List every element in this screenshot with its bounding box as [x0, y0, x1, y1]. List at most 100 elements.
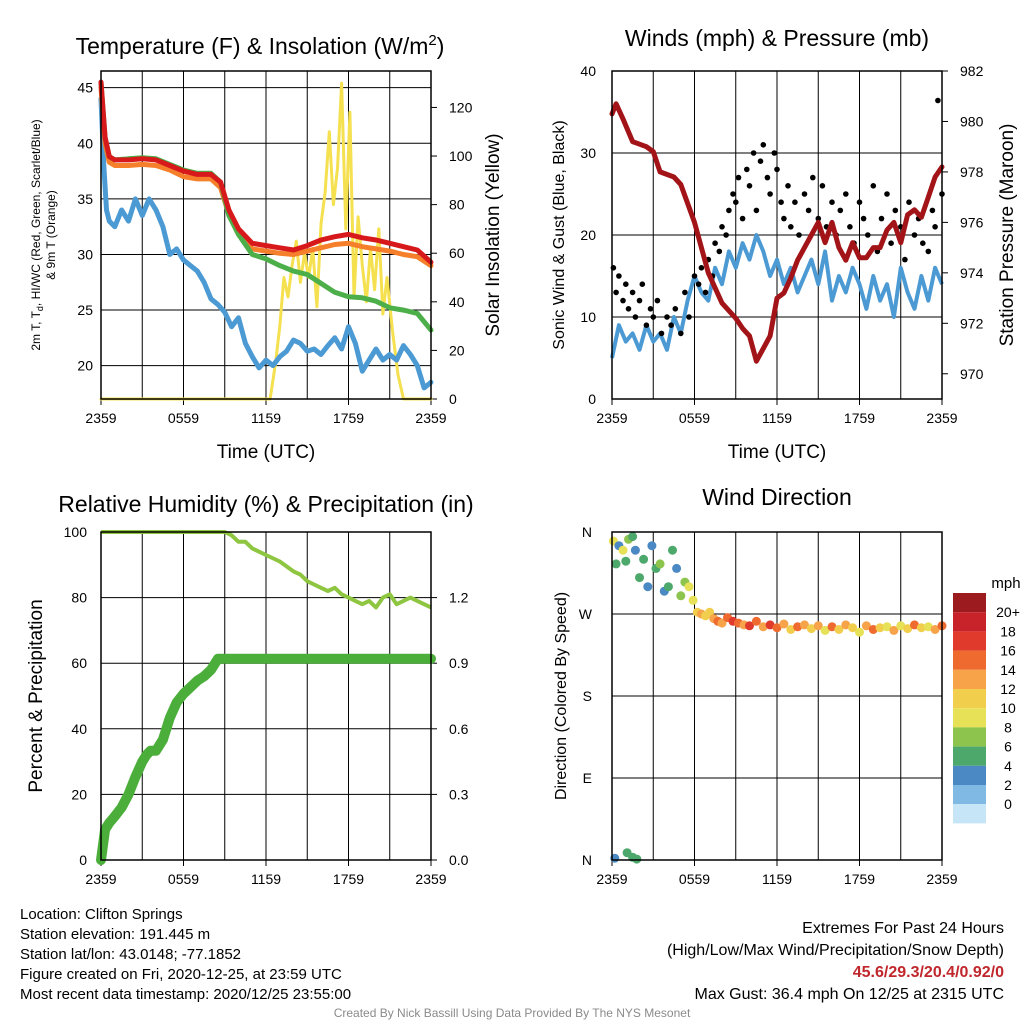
direction-point [655, 559, 665, 569]
legend-label: 16 [1000, 643, 1016, 659]
gust-point [739, 215, 746, 222]
x-tick-label: 1759 [333, 410, 364, 426]
legend-label: 10 [1000, 700, 1016, 716]
legend-label: 20+ [996, 604, 1020, 620]
gust-point [698, 265, 705, 271]
gust-point [632, 314, 639, 320]
series-line-yellow [99, 81, 433, 401]
legend-label: 0 [1004, 796, 1012, 812]
y-tick-label-left: 20 [77, 358, 93, 374]
gust-point [658, 330, 665, 337]
direction-point [758, 622, 768, 632]
legend-swatch [953, 746, 986, 766]
gust-point [764, 174, 771, 181]
direction-point [827, 622, 837, 632]
gust-point [810, 174, 816, 181]
gust-point [847, 224, 853, 230]
y-tick-label-left: N [582, 524, 592, 540]
y-tick-label-right: 970 [960, 366, 984, 382]
gust-point [668, 322, 674, 329]
gust-point [837, 207, 844, 214]
direction-point [813, 621, 823, 631]
gust-point [829, 199, 835, 205]
legend-swatch [953, 669, 986, 689]
chart-title: Temperature (F) & Insolation (W/m2) [76, 32, 445, 59]
gust-point [902, 256, 908, 263]
y-axis-label-subscript: d [35, 306, 45, 311]
direction-point [861, 621, 871, 631]
y-tick-label-right: 0.9 [449, 655, 469, 671]
gust-point [781, 215, 787, 222]
gust-point [815, 215, 822, 222]
direction-point [621, 556, 631, 566]
y-tick-label-right: 978 [960, 164, 984, 180]
direction-point [875, 623, 885, 633]
y-tick-label-left: 40 [580, 63, 596, 79]
direction-point [643, 582, 653, 592]
y-tick-label-left: 40 [71, 721, 87, 737]
gust-point [888, 240, 894, 246]
x-tick-label: 2359 [85, 871, 116, 887]
gust-point [730, 191, 736, 197]
gust-point [767, 191, 773, 197]
gust-point [935, 97, 941, 104]
gust-point [735, 174, 742, 181]
gust-point [746, 183, 753, 189]
direction-point [618, 545, 628, 555]
legend-swatch [953, 593, 986, 613]
gust-point [843, 191, 849, 197]
plot-frame [611, 70, 943, 400]
gust-point [695, 281, 702, 288]
x-tick-label: 2359 [415, 871, 446, 887]
direction-point [717, 618, 727, 628]
y-tick-label-right: 60 [449, 245, 465, 261]
y-tick-label-left: N [582, 852, 592, 868]
y-tick-label-right: 972 [960, 315, 984, 331]
gust-point [796, 232, 802, 238]
gust-point [920, 240, 926, 246]
x-tick-label: 1159 [251, 410, 281, 426]
chart-title-close: ) [437, 33, 445, 59]
gust-point [884, 191, 890, 197]
y-tick-label-right: 976 [960, 214, 984, 230]
x-tick-label: 1159 [762, 871, 792, 887]
gust-point [672, 306, 679, 312]
y-tick-label-right: 980 [960, 113, 984, 129]
direction-point [786, 625, 796, 634]
gust-point [753, 207, 760, 214]
gust-point [778, 199, 784, 205]
gust-point [629, 289, 636, 296]
extremes-legend: (High/Low/Max Wind/Precipitation/Snow De… [666, 942, 1004, 959]
gust-point [613, 289, 619, 296]
direction-point [889, 625, 899, 635]
y-tick-label-right: 80 [449, 197, 465, 213]
gust-point [801, 191, 808, 197]
direction-point [793, 622, 803, 632]
direction-point [772, 623, 782, 633]
x-tick-label: 1159 [762, 410, 792, 426]
y-axis-label-left-line2: & 9m T (Orange) [44, 190, 58, 280]
y-tick-label-right: 0.3 [449, 786, 469, 802]
legend-swatch [953, 785, 986, 805]
latlon-text: Station lat/lon: 43.0148; -77.1852 [20, 946, 242, 963]
direction-point [628, 532, 638, 542]
plot-frame [100, 70, 432, 400]
direction-point [923, 622, 933, 632]
direction-point [855, 627, 864, 637]
gust-point [892, 207, 899, 214]
extremes-values: 45.6/29.3/20.4/0.92/0 [852, 964, 1004, 981]
gust-point [664, 314, 670, 320]
x-tick-label: 2359 [596, 410, 627, 426]
direction-point [688, 595, 698, 605]
chart-title: Winds (mph) & Pressure (mb) [625, 25, 929, 51]
gust-point [643, 322, 650, 329]
gust-point [678, 330, 684, 337]
y-axis-label-part: , HI/WC (Red, Green, Scarlet/Blue) [29, 119, 43, 306]
chart-title: Relative Humidity (%) & Precipitation (i… [58, 491, 473, 517]
gust-point [691, 273, 698, 279]
gust-point [929, 207, 936, 214]
direction-point [684, 582, 694, 592]
x-tick-label: 1759 [844, 871, 875, 887]
legend-swatch [953, 804, 986, 824]
